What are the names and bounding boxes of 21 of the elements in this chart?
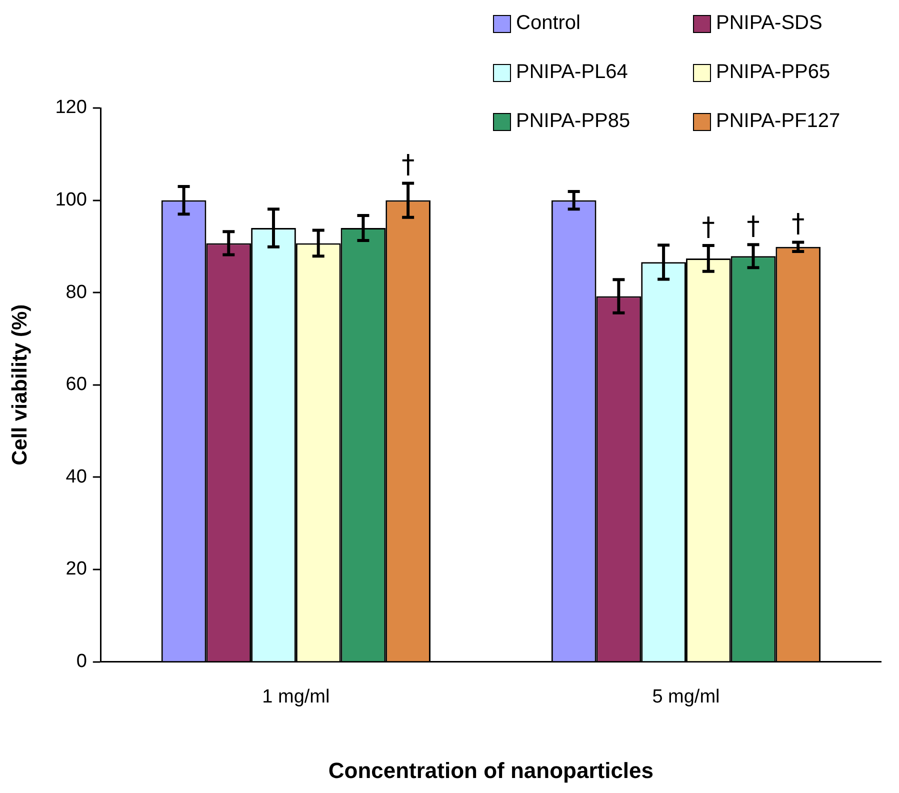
y-tick-label: 80 <box>66 282 87 303</box>
x-axis-title: Concentration of nanoparticles <box>328 758 654 783</box>
legend-label: PNIPA-PL64 <box>516 61 628 84</box>
y-axis-title: Cell viability (%) <box>8 304 32 466</box>
y-tick-label: 120 <box>55 97 87 118</box>
y-tick-label: 20 <box>66 558 87 580</box>
x-tick-label: 1 mg/ml <box>262 686 330 708</box>
legend-label: PNIPA-PP85 <box>516 110 630 133</box>
legend-label: PNIPA-SDS <box>716 12 822 35</box>
data-label: † <box>702 212 715 242</box>
legend-label: PNIPA-PP65 <box>716 61 830 84</box>
y-tick-label: 100 <box>55 190 87 211</box>
y-tick-label: 60 <box>66 374 87 396</box>
x-tick-label: 5 mg/ml <box>652 686 720 708</box>
data-label: † <box>746 211 760 242</box>
legend-label: PNIPA-PF127 <box>716 110 840 133</box>
y-tick-label: 40 <box>66 466 87 488</box>
data-label: † <box>402 150 415 180</box>
y-tick-label: 0 <box>76 651 87 672</box>
data-label: † <box>792 209 805 240</box>
legend-label: Control <box>516 12 580 35</box>
